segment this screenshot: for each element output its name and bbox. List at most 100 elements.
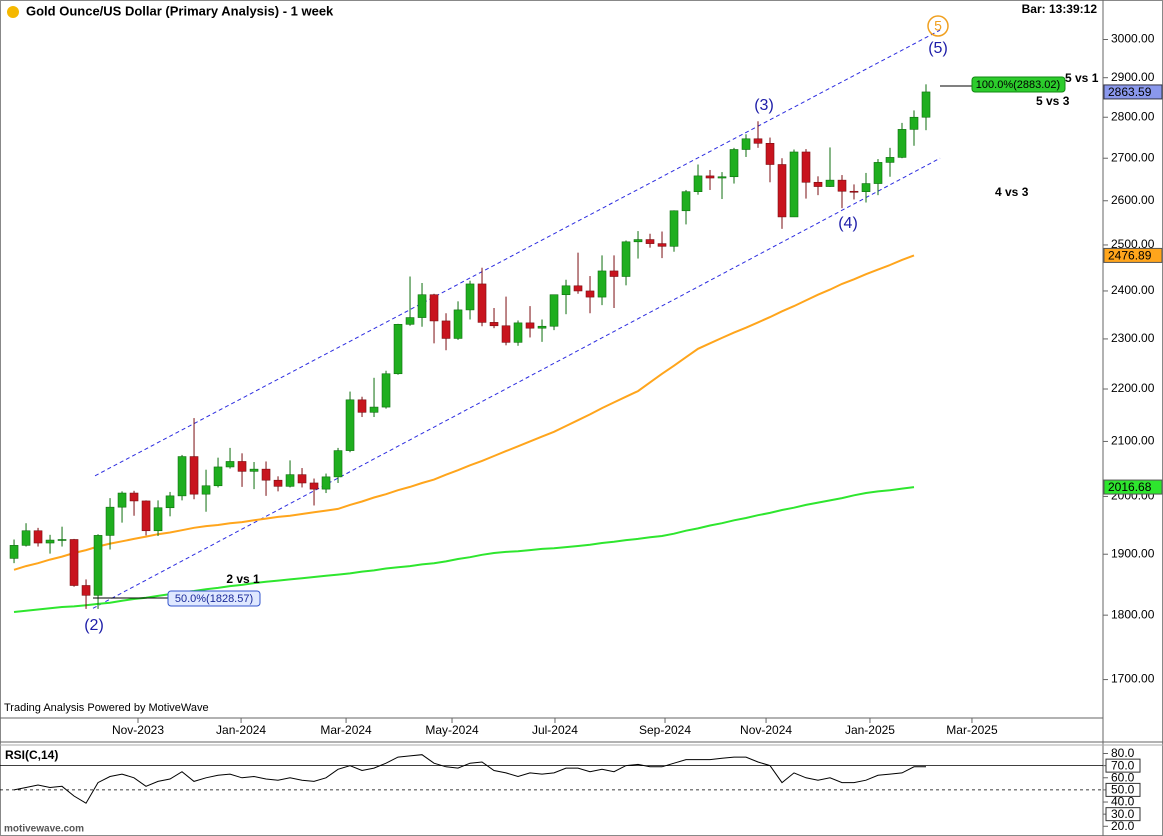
candle-body [765,143,775,165]
x-tick-label: Mar-2025 [946,723,998,737]
candle-body [597,270,607,298]
candle-body [153,507,163,532]
candle-body [681,191,691,212]
candle-body [345,399,355,451]
candle-body [117,492,127,508]
candle-body [873,162,883,184]
trend-channel [92,157,941,609]
candle-body [69,539,79,586]
candle-body [753,138,763,144]
candle-body [9,545,19,559]
x-tick-label: Jul-2024 [532,723,578,737]
candle-body [645,239,655,244]
candle-body [693,175,703,192]
candle-body [477,283,487,323]
candle-body [621,241,631,277]
x-tick-label: Nov-2023 [112,723,164,737]
candle-body [561,285,571,296]
last-value-box [1103,247,1163,263]
y-tick-label: 2600.00 [1111,193,1155,207]
candle-body [717,176,727,179]
x-tick-label: May-2024 [425,723,479,737]
last-value-box [1103,479,1163,495]
candle-body [297,474,307,484]
candle-body [549,294,559,327]
candle-body [285,474,295,487]
ratio-annotation: 5 vs 1 [1065,71,1099,85]
candle-body [81,585,91,596]
candle-body [609,270,619,277]
tick-box [1105,782,1141,797]
candle-body [525,322,535,329]
last-value-label: 2016.68 [1108,480,1152,494]
candle-body [321,476,331,490]
candle-body [633,239,643,243]
candle-body [801,151,811,183]
bar-time: Bar: 13:39:12 [1022,2,1098,16]
x-tick-label: Mar-2024 [320,723,372,737]
rsi-label: RSI(C,14) [5,748,58,762]
y-tick-label: 1700.00 [1111,672,1155,686]
ratio-annotation: 5 vs 3 [1036,94,1070,108]
fib-label: 50.0%(1828.57) [175,593,253,605]
candle-body [177,456,187,497]
candle-body [657,243,667,247]
candle-body [165,495,175,509]
wave-label: (2) [84,617,104,634]
candle-body [273,479,283,487]
candle-body [909,116,919,130]
x-tick-label: Jan-2024 [216,723,266,737]
candle-body [489,322,499,327]
candle-body [441,320,451,339]
candle-body [393,324,403,375]
y-tick-label: 40.0 [1111,795,1135,809]
candle-body [573,285,583,292]
candle-body [369,406,379,413]
candle-body [921,91,931,118]
candle-body [333,450,343,478]
y-tick-label: 1800.00 [1111,607,1155,621]
y-tick-label: 2500.00 [1111,237,1155,251]
candle-body [453,309,463,339]
candle-body [777,164,787,218]
candle-body [429,294,439,322]
y-tick-label: 1900.00 [1111,546,1155,560]
candle-body [309,482,319,490]
candle-body [45,539,55,544]
rsi-line [13,754,926,804]
moving-average [13,254,915,571]
x-tick-label: Jan-2025 [845,723,895,737]
wave-label: (3) [754,97,774,114]
candle-body [141,500,151,532]
candle-body [705,175,715,179]
candle-body [261,468,271,481]
x-tick-label: Nov-2024 [740,723,792,737]
candle-body [585,290,595,298]
fib-label-box [971,76,1066,93]
candle-body [813,181,823,187]
wave-circle [927,15,949,37]
candle-body [741,138,751,150]
candle-body [249,468,259,472]
candle-body [861,183,871,192]
candle-body [789,151,799,218]
symbol-dot [7,6,19,18]
candle-body [57,539,67,541]
moving-average [13,486,915,613]
last-price-box [1103,84,1163,100]
candle-body [129,492,139,502]
wave-label: (4) [838,215,858,232]
tick-box [1105,758,1141,773]
y-tick-label: 3000.00 [1111,32,1155,46]
y-tick-label: 80.0 [1111,746,1135,760]
candle-body [405,317,415,325]
y-tick-label: 30.0 [1111,807,1135,821]
y-tick-label: 2200.00 [1111,381,1155,395]
candle-body [357,399,367,413]
y-tick-label: 2800.00 [1111,109,1155,123]
candle-body [501,325,511,343]
candle-body [669,210,679,247]
tick-box [1105,807,1141,822]
wave-label: (5) [928,40,948,57]
